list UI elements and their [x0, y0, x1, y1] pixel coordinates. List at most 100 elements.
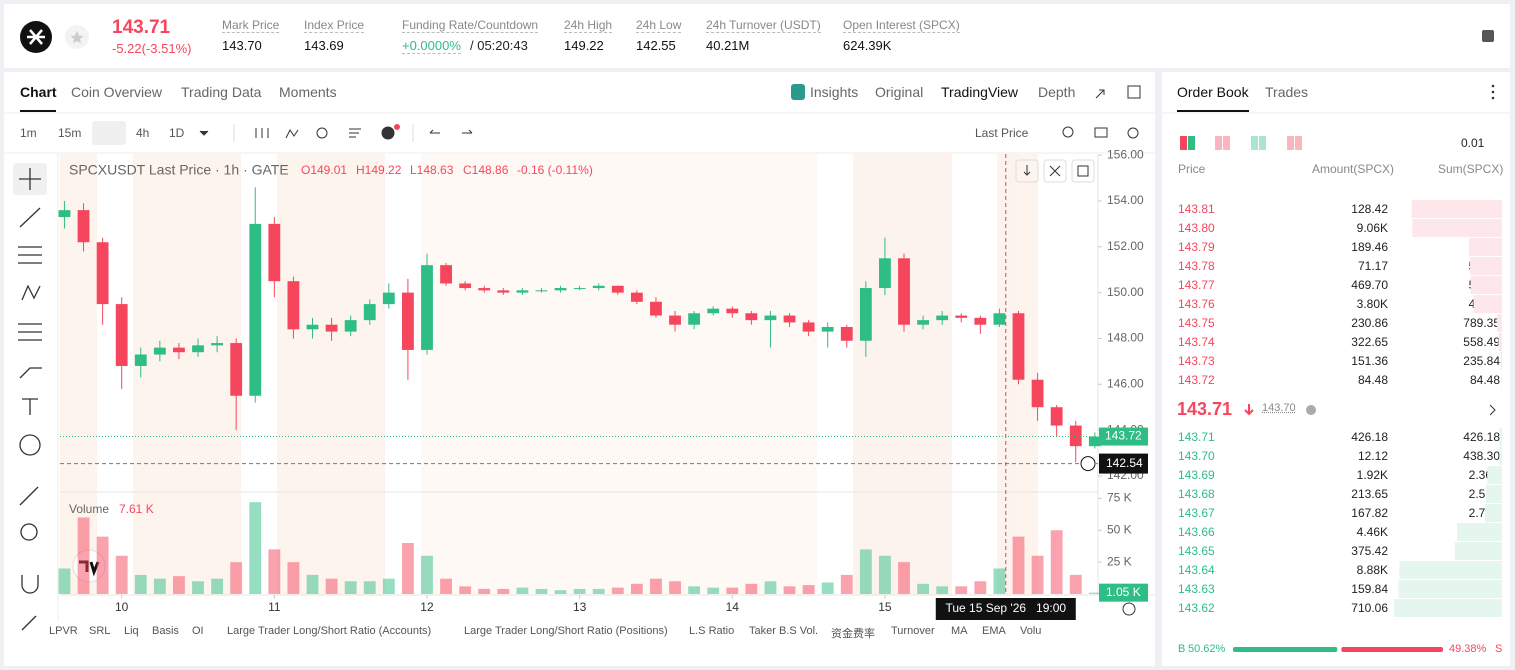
depth-bar [1457, 523, 1502, 541]
volume-bar [382, 578, 395, 594]
tab-underline [1177, 110, 1249, 112]
candle-body [1050, 407, 1063, 426]
x-tick-label: 11 [268, 600, 281, 614]
volume-bar [726, 587, 739, 594]
x-tick-label: 15 [878, 600, 892, 614]
volume-bar [325, 578, 338, 594]
window-icon[interactable] [1127, 85, 1141, 99]
volume-bar [554, 590, 567, 594]
indicator-tab[interactable]: SRL [89, 625, 111, 637]
volume-bar [249, 502, 262, 594]
indicator-tab[interactable]: Large Trader Long/Short Ratio (Accounts) [227, 625, 432, 637]
chart-corner-buttons[interactable] [1015, 159, 1136, 616]
volume-bar [611, 587, 624, 594]
candle-body [630, 292, 643, 302]
stat-value: 149.22 [564, 38, 604, 53]
interval[interactable]: 1m [20, 126, 37, 140]
ob-amount: 426.18 [1351, 430, 1388, 444]
indicator-tab[interactable]: 资金费率 [831, 628, 875, 640]
volume-bar [707, 587, 720, 594]
candle-body [726, 308, 739, 314]
view-tab[interactable]: TradingView [941, 84, 1019, 100]
volume-bar [821, 582, 834, 594]
main-tab[interactable]: Trading Data [181, 84, 262, 100]
candle-body [1088, 436, 1101, 447]
buy-ratio-bar [1233, 647, 1338, 652]
ob-price: 143.77 [1178, 278, 1215, 292]
candle-body [554, 288, 567, 291]
depth-bar [1399, 561, 1502, 579]
ob-amount: 375.42 [1351, 544, 1388, 558]
ratio-sell: 49.38% [1449, 643, 1487, 655]
interval[interactable]: 4h [136, 126, 150, 140]
ob-amount: 8.88K [1356, 563, 1388, 577]
ob-view-icon [1287, 136, 1294, 150]
price-type[interactable]: Last Price [975, 126, 1029, 140]
view-tab[interactable]: Original [875, 84, 924, 100]
depth-bar [1454, 542, 1502, 560]
volume-bar [268, 549, 281, 594]
candle-body [879, 258, 891, 289]
settings-icon[interactable] [1482, 30, 1494, 42]
candle-body [287, 281, 300, 330]
precision[interactable]: 0.01 [1461, 136, 1485, 150]
ob-view-icon [1180, 136, 1187, 150]
main-tab[interactable]: Chart [20, 84, 57, 100]
indicator-tab[interactable]: L.S Ratio [689, 625, 735, 637]
indicator-tab[interactable]: Taker B.S Vol. [749, 625, 819, 637]
ob-tab[interactable]: Order Book [1177, 84, 1249, 100]
expand-icon[interactable] [1095, 89, 1105, 99]
volume-bar [440, 578, 452, 594]
chevron [1489, 404, 1496, 416]
volume-bar [1012, 536, 1025, 594]
candle-body [96, 242, 109, 305]
last-price-label: 143.72 [1105, 429, 1142, 443]
view-tab[interactable]: Insights [810, 84, 859, 100]
ob-amount: 159.84 [1351, 582, 1388, 596]
indicator-tab[interactable]: Basis [152, 625, 179, 637]
candle-body [478, 288, 491, 291]
ob-price: 143.70 [1178, 449, 1215, 463]
interval[interactable]: 15m [58, 126, 82, 140]
ob-amount: 230.86 [1351, 316, 1388, 330]
indicator-tab[interactable]: Large Trader Long/Short Ratio (Positions… [464, 625, 668, 637]
indicator-tab[interactable]: Volu [1020, 625, 1042, 637]
candle-body [516, 290, 529, 293]
volume-bar [1050, 530, 1063, 594]
candle-body [1069, 425, 1082, 447]
candle-body [802, 322, 815, 332]
ob-price: 143.79 [1178, 240, 1215, 254]
depth-bar [1499, 447, 1502, 465]
ob-view-icon [1188, 136, 1195, 150]
indicator-tab[interactable]: LPVR [49, 625, 78, 637]
indicator-tab[interactable]: Turnover [891, 625, 935, 637]
tab-underline [20, 110, 56, 112]
volume-bar [363, 581, 376, 594]
ob-amount: 128.42 [1351, 202, 1388, 216]
candle-body [268, 223, 281, 282]
y-tick-label: 154.00 [1107, 193, 1144, 207]
volume-bar [917, 583, 930, 594]
volume-bar [287, 562, 300, 594]
volume-bar [459, 586, 472, 594]
view-tab[interactable]: Depth [1038, 84, 1076, 100]
depth-bar [1412, 219, 1502, 237]
candle-body [535, 290, 548, 292]
volume-title: Volume [69, 502, 109, 516]
indicator-tab[interactable]: EMA [982, 625, 1006, 637]
ob-tab[interactable]: Trades [1265, 84, 1309, 100]
ob-price: 143.76 [1178, 297, 1215, 311]
y-tick-label: 25 K [1107, 554, 1132, 568]
y-tick-label: 146.00 [1107, 376, 1144, 390]
main-tab[interactable]: Coin Overview [71, 84, 163, 100]
candle-body [573, 288, 586, 290]
indicator-tab[interactable]: OI [192, 625, 204, 637]
down-arrow [1244, 404, 1254, 416]
ob-amount: 84.48 [1357, 373, 1388, 387]
main-tab[interactable]: Moments [279, 84, 337, 100]
indicator-tab[interactable]: Liq [124, 625, 139, 637]
candle-body [115, 304, 128, 366]
candle-body [440, 265, 452, 284]
interval[interactable]: 1D [169, 126, 185, 140]
indicator-tab[interactable]: MA [951, 625, 968, 637]
